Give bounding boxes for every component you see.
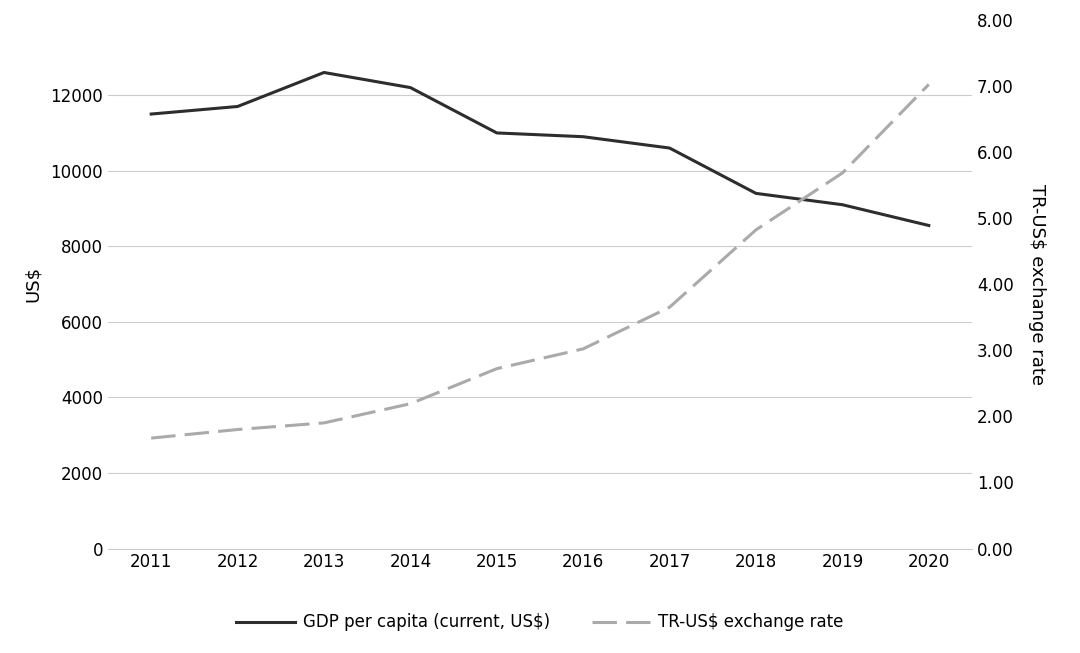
GDP per capita (current, US$) [750, 189, 762, 197]
GDP per capita (current, US$) [490, 129, 503, 137]
TR-US$ exchange rate [836, 169, 849, 177]
GDP per capita (current, US$) [231, 103, 244, 110]
TR-US$ exchange rate [750, 226, 762, 234]
Y-axis label: US$: US$ [24, 266, 42, 302]
GDP per capita (current, US$) [663, 144, 676, 152]
GDP per capita (current, US$) [404, 84, 417, 91]
TR-US$ exchange rate [318, 419, 330, 427]
Y-axis label: TR-US$ exchange rate: TR-US$ exchange rate [1028, 183, 1045, 385]
GDP per capita (current, US$) [145, 110, 158, 118]
GDP per capita (current, US$) [318, 69, 330, 76]
TR-US$ exchange rate [663, 303, 676, 311]
Line: TR-US$ exchange rate: TR-US$ exchange rate [151, 84, 929, 438]
TR-US$ exchange rate [404, 400, 417, 407]
TR-US$ exchange rate [231, 426, 244, 434]
TR-US$ exchange rate [490, 365, 503, 373]
TR-US$ exchange rate [145, 434, 158, 442]
TR-US$ exchange rate [922, 80, 935, 88]
Legend: GDP per capita (current, US$), TR-US$ exchange rate: GDP per capita (current, US$), TR-US$ ex… [230, 607, 850, 638]
TR-US$ exchange rate [577, 345, 590, 353]
GDP per capita (current, US$) [577, 133, 590, 140]
GDP per capita (current, US$) [836, 200, 849, 208]
GDP per capita (current, US$) [922, 221, 935, 229]
Line: GDP per capita (current, US$): GDP per capita (current, US$) [151, 72, 929, 225]
